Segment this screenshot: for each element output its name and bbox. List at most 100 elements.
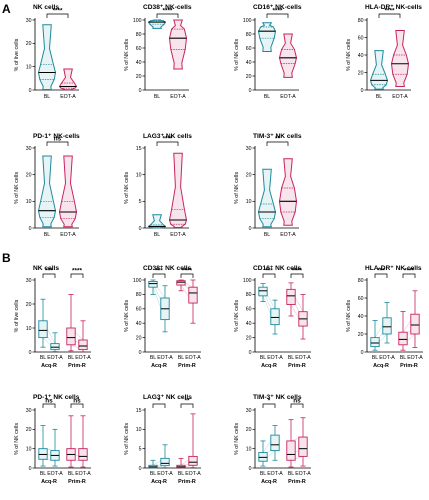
violin-body	[278, 33, 298, 78]
y-axis-label: % of NK cells	[124, 423, 130, 455]
significance-bracket	[180, 273, 194, 278]
violin-body	[168, 152, 188, 228]
significance-bracket	[290, 403, 304, 408]
x-category-label: BL	[288, 355, 294, 361]
y-tick-label: 0	[361, 88, 364, 94]
y-axis-label: % of NK cells	[346, 39, 352, 71]
x-category-label: EOT-A	[157, 355, 173, 361]
x-category-label: BL	[40, 471, 46, 477]
significance-bracket	[402, 273, 416, 278]
box-iqr	[286, 288, 296, 305]
x-category-label: BL	[150, 471, 156, 477]
x-category-label: EOT-A	[185, 471, 201, 477]
violin-body	[257, 168, 277, 228]
chart-title: NK cells	[33, 265, 59, 272]
group-label: Prim-R	[68, 479, 86, 485]
y-tick-label: 20	[246, 427, 252, 433]
box-iqr	[78, 339, 88, 351]
chart-title: HLA-DR⁺ NK cells	[365, 265, 422, 272]
x-category-label: BL	[264, 94, 270, 100]
significance-bracket	[262, 273, 276, 278]
chart-a-7: TIM-3⁺ NK cells 0 10 20 30 % of NK cells BL EOT…	[234, 133, 302, 238]
group-label: Acq-R	[373, 363, 389, 369]
y-tick-label: 0	[29, 88, 32, 94]
y-tick-label: 0	[139, 226, 142, 232]
y-tick-label: 20	[26, 427, 32, 433]
y-tick-label: 20	[246, 335, 252, 341]
significance-bracket	[46, 141, 69, 146]
chart-a-3: CD16⁺ NK-cells 0 20 40 60 80 100 % of NK cells B…	[234, 4, 302, 100]
x-category-label: EOT-A	[170, 94, 186, 100]
y-axis-label: % of NK cells	[234, 300, 240, 332]
y-tick-label: 20	[26, 302, 32, 308]
y-tick-label: 60	[136, 46, 142, 52]
x-category-label: BL	[376, 94, 382, 100]
x-category-label: EOT-A	[407, 355, 423, 361]
box-iqr	[66, 327, 76, 346]
box-iqr	[148, 280, 158, 288]
significance-bracket	[70, 403, 84, 408]
violin-body	[37, 24, 57, 90]
significance-label: ****	[404, 268, 414, 275]
chart-a-6: LAG3⁺ NK cells 0 5 10 15 % of NK cells BL EOT-A…	[124, 133, 192, 238]
significance-label: ns	[45, 398, 53, 405]
significance-bracket	[156, 13, 179, 18]
y-tick-label: 40	[136, 321, 142, 327]
y-axis-label: % of NK cells	[14, 172, 20, 204]
box-iqr	[382, 317, 392, 335]
chart-title: CD38⁺ NK-cells	[143, 4, 192, 11]
significance-bracket	[374, 273, 388, 278]
box-iqr	[286, 440, 296, 461]
x-category-label: BL	[260, 355, 266, 361]
chart-title: PD-1⁺ NK cells	[33, 394, 80, 401]
y-axis-label: % of NK cells	[346, 300, 352, 332]
significance-label: ****	[385, 8, 395, 15]
y-tick-label: 60	[358, 296, 364, 302]
chart-title: TIM-3⁺ NK cells	[253, 133, 302, 140]
y-tick-label: 0	[29, 226, 32, 232]
y-tick-label: 80	[136, 292, 142, 298]
y-tick-label: 80	[358, 278, 364, 284]
x-category-label: BL	[44, 232, 50, 238]
group-label: Acq-R	[151, 363, 167, 369]
significance-label: ****	[163, 8, 173, 15]
x-category-label: BL	[178, 471, 184, 477]
chart-a-1: NK cells 0 10 20 30 % of live cells BL EOT-A ***…	[14, 4, 79, 100]
y-axis-label: % of NK cells	[234, 423, 240, 455]
panel-letter-b: B	[2, 251, 11, 265]
significance-label: ns	[54, 136, 62, 143]
significance-label: ***	[45, 268, 53, 275]
y-tick-label: 60	[246, 307, 252, 313]
significance-bracket	[70, 273, 84, 278]
significance-bracket	[262, 403, 276, 408]
group-label: Prim-R	[178, 479, 196, 485]
group-label: Acq-R	[41, 479, 57, 485]
chart-title: LAG3⁺ NK cells	[143, 394, 192, 401]
significance-label: ****	[72, 268, 82, 275]
box-iqr	[50, 343, 60, 351]
y-tick-label: 0	[29, 350, 32, 356]
significance-bracket	[152, 403, 166, 408]
y-tick-label: 30	[26, 146, 32, 152]
y-tick-label: 20	[358, 332, 364, 338]
chart-title: CD16⁺ NK-cells	[253, 4, 302, 11]
group-label: Prim-R	[288, 363, 306, 369]
significance-label: ****	[163, 136, 173, 143]
box-iqr	[78, 448, 88, 461]
y-tick-label: 10	[26, 326, 32, 332]
y-tick-label: 10	[26, 64, 32, 70]
y-tick-label: 40	[136, 60, 142, 66]
x-category-label: BL	[40, 355, 46, 361]
chart-b-10: CD16⁺ NK cells 0 20 40 60 80 100 % of NK cells B…	[234, 265, 311, 369]
significance-bracket	[290, 273, 304, 278]
chart-b-9: CD38⁺ NK cells 0 20 40 60 80 100 % of NK cells B…	[124, 265, 201, 369]
y-tick-label: 5	[139, 199, 142, 205]
x-category-label: EOT-A	[75, 471, 91, 477]
y-axis-label: % of NK cells	[124, 300, 130, 332]
significance-bracket	[42, 273, 56, 278]
group-label: Acq-R	[261, 363, 277, 369]
x-category-label: EOT-A	[267, 355, 283, 361]
